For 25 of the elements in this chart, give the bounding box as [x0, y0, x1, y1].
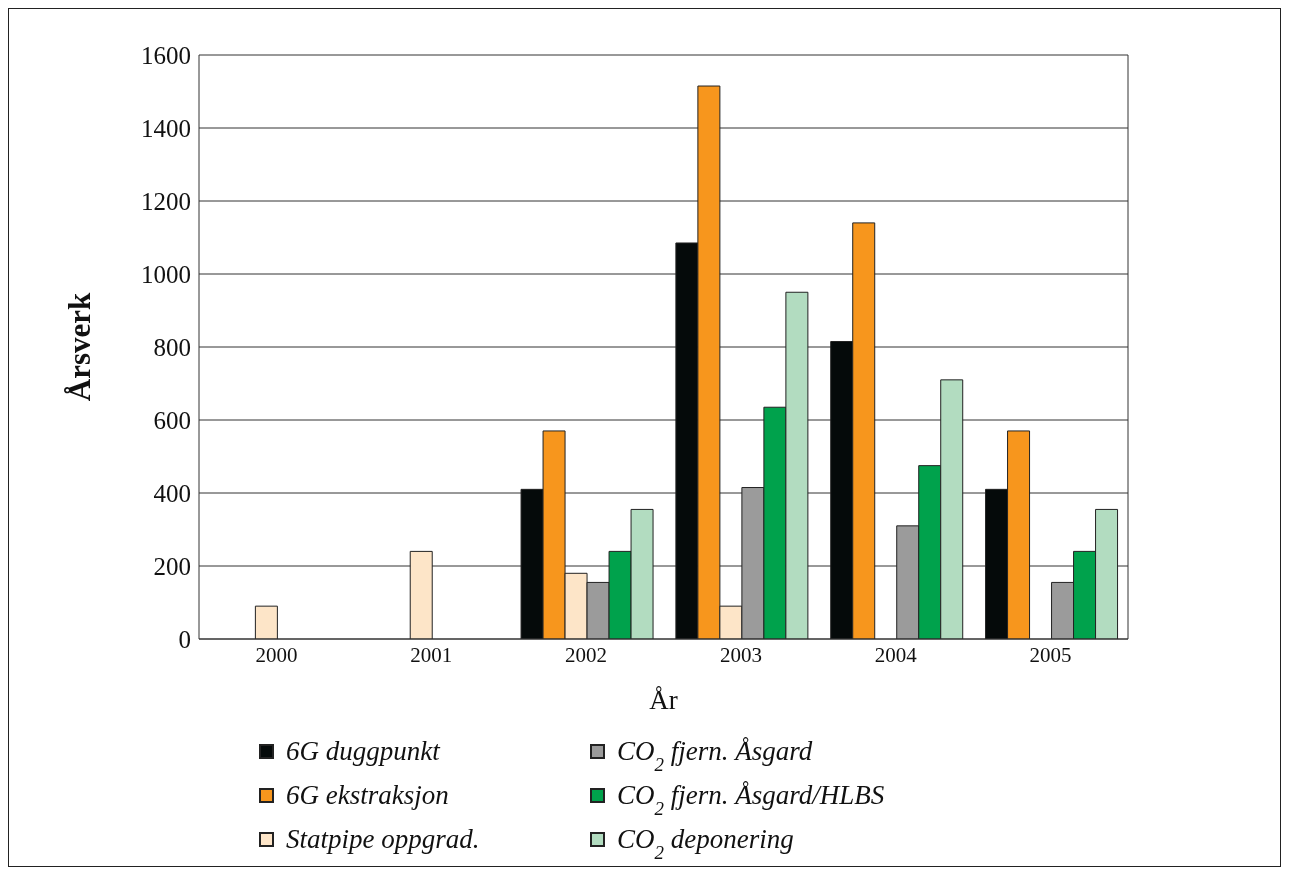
x-tick-label: 2004 — [874, 642, 918, 667]
y-tick-label: 400 — [153, 479, 191, 507]
y-axis-title: Årsverk — [62, 292, 98, 402]
y-tick-label: 1600 — [141, 41, 191, 69]
x-tick-label: 2002 — [565, 642, 608, 667]
bar — [409, 550, 433, 639]
legend-label: Statpipe oppgrad. — [286, 824, 480, 854]
legend-label: CO$_{2}$ fjern. Åsgard — [617, 736, 813, 775]
x-tick-label: 2001 — [410, 642, 453, 667]
y-tick-label: 1400 — [141, 114, 191, 142]
x-tick-label: 2000 — [255, 642, 298, 667]
legend-label: CO$_{2}$ fjern. Åsgard/HLBS — [617, 780, 885, 819]
x-axis-title: År — [649, 685, 678, 715]
legend-label: CO$_{2}$ deponering — [617, 824, 794, 863]
y-tick-label: 600 — [153, 406, 191, 434]
bar — [254, 605, 278, 639]
x-tick-label: 2003 — [719, 642, 762, 667]
legend-label: 6G ekstraksjon — [286, 780, 449, 810]
y-tick-label: 800 — [153, 333, 191, 361]
y-tick-label: 1200 — [141, 187, 191, 215]
x-tick-label: 2005 — [1029, 642, 1072, 667]
y-tick-label: 0 — [178, 625, 191, 653]
y-tick-label: 200 — [153, 552, 191, 580]
legend-label: 6G duggpunkt — [286, 736, 442, 766]
y-tick-label: 1000 — [141, 260, 191, 288]
